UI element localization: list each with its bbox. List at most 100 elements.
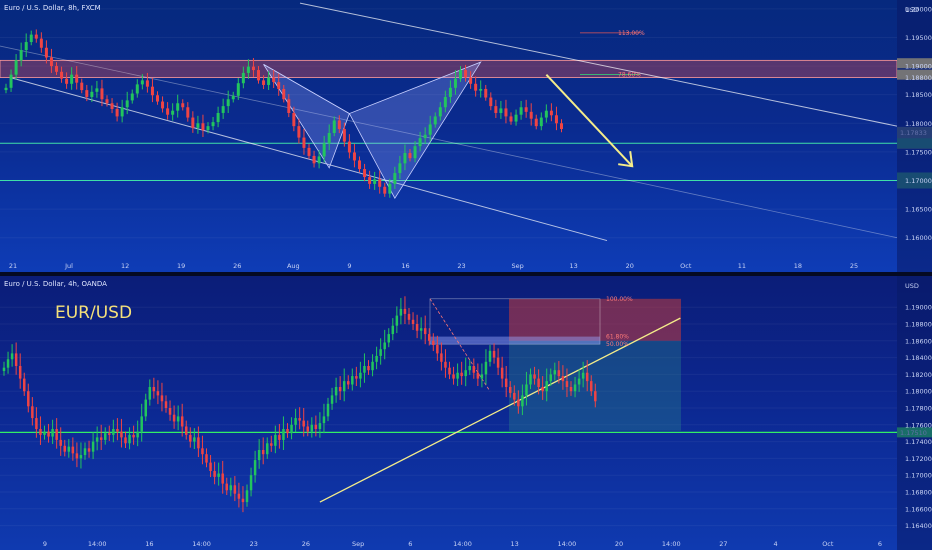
candle-body [577, 378, 581, 385]
candle-body [504, 108, 508, 117]
candle-body [484, 361, 488, 375]
price-axis-strip [897, 276, 932, 550]
candle-body [261, 450, 265, 455]
candle-body [560, 123, 563, 129]
candle-body [383, 186, 387, 194]
candle-body [347, 381, 350, 385]
candle-body [201, 123, 205, 131]
candle-body [186, 107, 190, 118]
candle-body [116, 429, 119, 432]
candle-body [544, 110, 548, 118]
candle-body [47, 431, 50, 437]
x-tick-label: 14:00 [558, 540, 577, 548]
y-tick-label: 1.17500 [905, 148, 932, 156]
candle-body [399, 308, 403, 316]
x-tick-label: 4 [774, 540, 778, 548]
candle-body [112, 429, 115, 435]
candle-body [18, 366, 22, 379]
candle-body [99, 437, 103, 440]
candle-body [407, 313, 411, 320]
candle-body [379, 349, 382, 356]
chart-8h-panel[interactable]: 113.00%78.60%1.1783304:56:001.200001.195… [0, 0, 932, 272]
candle-body [524, 107, 528, 112]
candle-body [176, 103, 180, 111]
candle-body [75, 74, 79, 83]
candle-body [59, 439, 62, 446]
candle-body [148, 387, 152, 400]
candle-body [428, 334, 431, 341]
candle-body [521, 395, 524, 407]
candle-body [594, 391, 597, 402]
candle-body [499, 108, 503, 113]
x-tick-label: 6 [408, 540, 412, 548]
currency-label: USD [905, 6, 919, 14]
candle-body [388, 183, 392, 194]
candle-body [355, 376, 358, 379]
y-tick-label: 1.18800 [905, 321, 932, 329]
candle-body [476, 372, 480, 379]
candle-body [423, 328, 427, 335]
candle-body [63, 445, 66, 452]
candle-body [541, 387, 544, 392]
candle-body [80, 82, 84, 91]
candle-body [286, 429, 289, 434]
x-tick-label: 19 [177, 262, 185, 270]
x-tick-label: Aug [287, 262, 300, 270]
chart-4h-panel[interactable]: 100.00%61.80%50.00%EUR/USD1.175101.19000… [0, 276, 932, 550]
candle-body [221, 473, 224, 484]
candle-body [342, 129, 346, 142]
candle-body [144, 399, 147, 417]
x-tick-label: 13 [511, 540, 519, 548]
x-tick-label: 16 [145, 540, 153, 548]
candle-body [459, 70, 462, 79]
candle-body [85, 90, 89, 97]
x-tick-label: 26 [302, 540, 310, 548]
candle-body [125, 100, 129, 108]
fib-golden-zone [430, 336, 600, 345]
currency-label: USD [905, 282, 919, 290]
candle-body [590, 381, 593, 392]
candle-body [156, 95, 159, 102]
candle-body [489, 97, 493, 107]
x-tick-label: Sep [352, 540, 364, 548]
candle-body [24, 42, 28, 51]
candle-body [262, 80, 266, 85]
candle-body [448, 87, 452, 97]
candle-body [519, 107, 523, 115]
candle-body [282, 429, 285, 440]
x-tick-label: 27 [719, 540, 727, 548]
candle-body [322, 143, 326, 157]
candle-body [549, 374, 552, 382]
candle-body [233, 485, 237, 494]
candle-body [196, 123, 200, 128]
candle-body [347, 141, 351, 153]
candle-body [496, 357, 500, 368]
pane-divider[interactable] [0, 272, 932, 276]
candle-body [395, 315, 399, 326]
candle-body [267, 77, 271, 85]
channel-line-upper [0, 45, 898, 239]
candle-body [206, 126, 210, 131]
candle-body [317, 156, 321, 164]
chart-8h-canvas[interactable]: 113.00%78.60%1.1783304:56:001.200001.195… [0, 0, 932, 272]
candle-body [19, 50, 23, 61]
x-tick-label: 23 [457, 262, 465, 270]
candle-body [95, 437, 99, 442]
candle-body [444, 361, 447, 368]
candle-body [236, 83, 240, 96]
candle-body [387, 334, 390, 343]
candle-body [39, 429, 42, 435]
chart-4h-canvas[interactable]: 100.00%61.80%50.00%EUR/USD1.175101.19000… [0, 276, 932, 550]
fib-label: 50.00% [606, 341, 629, 348]
x-tick-label: Oct [680, 262, 692, 270]
candle-body [452, 374, 455, 379]
candle-body [10, 353, 14, 360]
candle-body [474, 83, 478, 91]
candle-body [398, 163, 402, 174]
candle-body [14, 353, 18, 366]
candle-body [176, 416, 180, 422]
y-tick-label: 1.19500 [905, 34, 932, 42]
candle-body [287, 99, 291, 113]
candle-body [27, 391, 30, 407]
candle-body [403, 153, 407, 164]
